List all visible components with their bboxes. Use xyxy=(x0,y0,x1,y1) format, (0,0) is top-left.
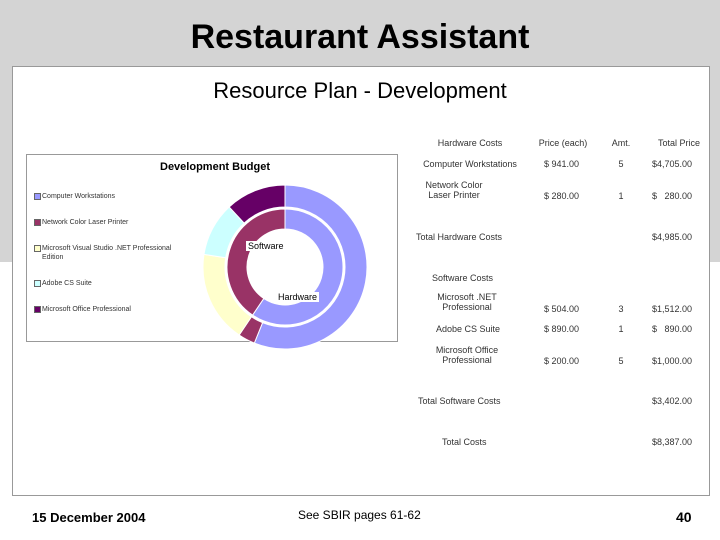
sw-row-price: $ 504.00 xyxy=(544,304,580,314)
col-header-amt: Amt. xyxy=(611,138,631,148)
budget-donut-chart xyxy=(202,184,368,350)
hw-total-value: $4,985.00 xyxy=(652,232,693,242)
legend-item: Computer Workstations xyxy=(34,192,174,201)
donut-slice-outer-0 xyxy=(253,184,368,350)
legend-item: Adobe CS Suite xyxy=(34,279,174,288)
sw-section-header: Software Costs xyxy=(432,273,494,283)
legend-swatch xyxy=(34,193,41,200)
footer-date: 15 December 2004 xyxy=(32,510,146,525)
legend-label: Adobe CS Suite xyxy=(42,280,92,287)
sw-total-label: Total Software Costs xyxy=(418,396,501,406)
hw-row-price: $ 280.00 xyxy=(544,191,580,201)
grand-total-label: Total Costs xyxy=(442,437,487,447)
sw-row-amt: 1 xyxy=(618,324,624,334)
inner-ring-label: Software xyxy=(246,241,286,251)
sw-row-total: $1,512.00 xyxy=(652,304,693,314)
hw-row-amt: 1 xyxy=(618,191,624,201)
hw-row-price: $ 941.00 xyxy=(544,159,580,169)
legend-item: Microsoft Visual Studio .NET Professiona… xyxy=(34,244,174,262)
sw-row-amt: 5 xyxy=(618,356,624,366)
donut-slice-inner-1 xyxy=(226,208,286,316)
donut-slice-outer-4 xyxy=(228,184,286,224)
hw-row-item: Computer Workstations xyxy=(423,159,517,169)
sw-row-item: Microsoft Office Professional xyxy=(435,345,499,365)
sw-total-value: $3,402.00 xyxy=(652,396,693,406)
legend-label: Microsoft Office Professional xyxy=(42,306,131,313)
legend-swatch xyxy=(34,245,41,252)
hw-row-item: Network Color Laser Printer xyxy=(425,180,483,200)
sw-row-item: Microsoft .NET Professional xyxy=(437,292,497,312)
hw-row-amt: 5 xyxy=(618,159,624,169)
page-number: 40 xyxy=(676,509,692,525)
legend-swatch xyxy=(34,306,41,313)
legend-label: Computer Workstations xyxy=(42,193,116,200)
legend-label: Microsoft Visual Studio .NET Professiona… xyxy=(42,245,172,261)
outer-ring-label: Hardware xyxy=(276,292,320,302)
sw-row-item: Adobe CS Suite xyxy=(435,324,501,334)
grand-total-value: $8,387.00 xyxy=(652,437,693,447)
legend-swatch xyxy=(34,280,41,287)
chart-title: Development Budget xyxy=(160,161,271,173)
hw-total-label: Total Hardware Costs xyxy=(416,232,503,242)
sw-row-total: $ 890.00 xyxy=(652,324,693,334)
hw-row-total: $ 280.00 xyxy=(652,191,693,201)
col-header-total: Total Price xyxy=(657,138,700,148)
legend-item: Microsoft Office Professional xyxy=(34,305,174,314)
col-header-price: Price (each) xyxy=(538,138,588,148)
sw-row-amt: 3 xyxy=(618,304,624,314)
sw-row-price: $ 890.00 xyxy=(544,324,580,334)
footer-note: See SBIR pages 61-62 xyxy=(298,508,421,522)
section-title: Resource Plan - Development xyxy=(213,78,507,103)
slide-title: Restaurant Assistant xyxy=(190,18,530,56)
legend-label: Network Color Laser Printer xyxy=(42,219,129,226)
sw-row-price: $ 200.00 xyxy=(544,356,580,366)
legend-swatch xyxy=(34,219,41,226)
donut-slice-inner-0 xyxy=(251,208,344,326)
legend-item: Network Color Laser Printer xyxy=(34,218,174,227)
sw-row-total: $1,000.00 xyxy=(652,356,693,366)
chart-legend: Computer Workstations Network Color Lase… xyxy=(34,192,174,331)
hw-row-total: $4,705.00 xyxy=(652,159,693,169)
col-header-item: Hardware Costs xyxy=(437,138,503,148)
